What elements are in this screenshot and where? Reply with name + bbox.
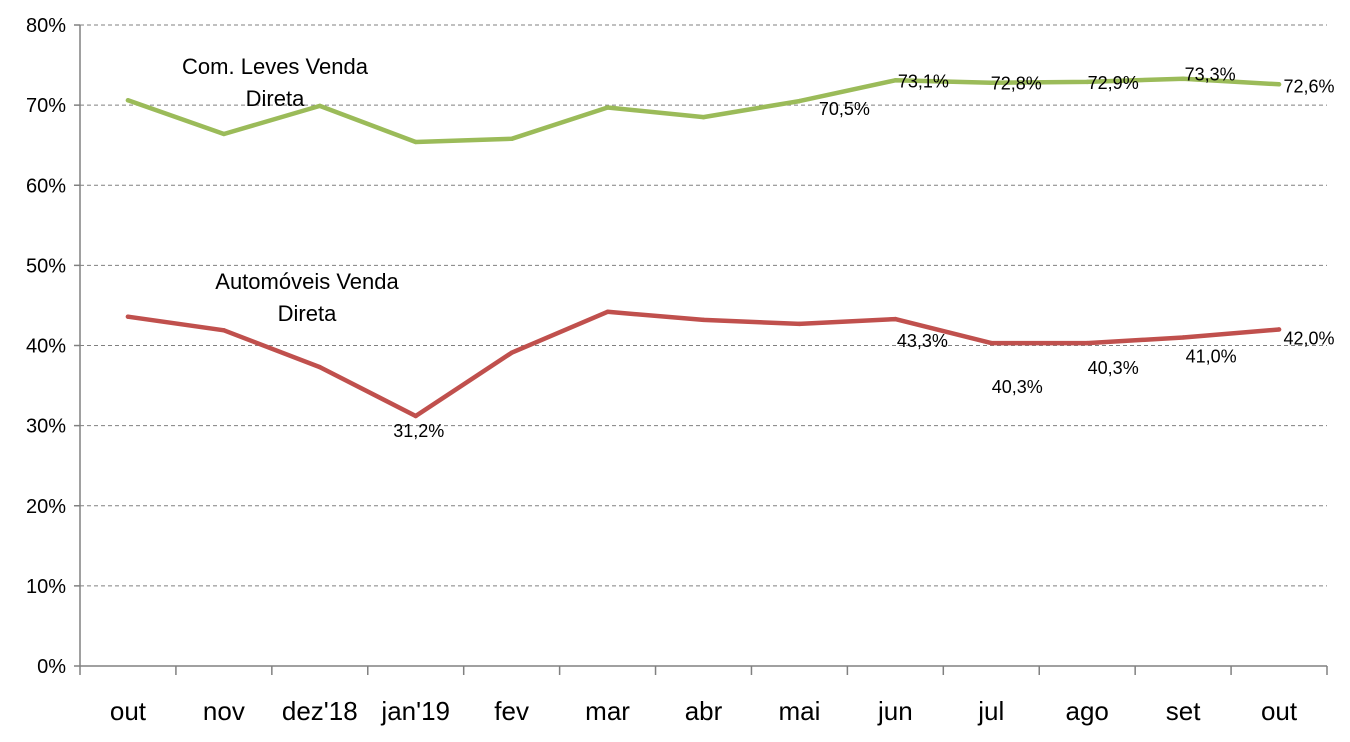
x-tick-label: nov: [203, 696, 245, 726]
data-label: 72,9%: [1088, 73, 1139, 93]
y-tick-label: 60%: [26, 175, 66, 197]
data-labels: 70,5% 73,1% 72,8% 72,9% 73,3% 72,6% 31,2% 43,3%…: [393, 65, 1334, 441]
data-label: 31,2%: [393, 421, 444, 441]
data-point: [125, 98, 131, 103]
x-tick-label: jan'19: [380, 696, 450, 726]
data-point: [221, 131, 227, 137]
data-point: [797, 321, 802, 327]
y-tick-label: 80%: [26, 15, 66, 37]
data-point: [989, 80, 994, 85]
data-point: [701, 114, 706, 120]
x-tick-label: mar: [585, 696, 630, 726]
data-label: 72,6%: [1284, 76, 1335, 96]
data-point: [413, 413, 418, 419]
x-tick-label: fev: [494, 696, 529, 726]
data-label: 41,0%: [1186, 346, 1237, 366]
axes: [74, 24, 1328, 675]
data-label: 42,0%: [1284, 328, 1335, 348]
data-label: 70,5%: [819, 99, 870, 119]
data-point: [605, 105, 610, 110]
data-point: [509, 136, 514, 141]
data-point: [797, 98, 802, 104]
data-label: 73,1%: [898, 71, 949, 91]
x-tick-label: dez'18: [282, 696, 358, 726]
y-tick-label: 50%: [26, 255, 66, 277]
x-tick-label: set: [1166, 696, 1201, 726]
series-name-label: Direta: [278, 301, 337, 326]
y-tick-label: 0%: [37, 656, 66, 678]
y-tick-label: 40%: [26, 336, 66, 358]
series-name-label: Automóveis Venda: [215, 269, 399, 294]
data-label: 73,3%: [1185, 65, 1236, 85]
series: [125, 76, 1282, 419]
x-tick-label: mai: [778, 696, 820, 726]
data-label: 43,3%: [897, 331, 948, 351]
data-label: 40,3%: [1088, 358, 1139, 378]
data-point: [1180, 76, 1186, 81]
x-tick-label: jun: [877, 696, 913, 726]
data-point: [893, 78, 898, 83]
data-point: [1276, 82, 1282, 87]
data-point: [413, 139, 418, 145]
x-tick-label: ago: [1065, 696, 1108, 726]
series-name-label: Com. Leves Venda: [182, 54, 369, 79]
gridlines: [80, 24, 1327, 587]
data-point: [1084, 79, 1090, 85]
data-point: [317, 103, 323, 109]
x-tick-label: out: [1261, 696, 1298, 726]
data-point: [221, 328, 227, 333]
data-point: [1180, 335, 1186, 340]
series-name-label: Direta: [246, 86, 305, 111]
data-point: [125, 314, 131, 319]
data-point: [1276, 327, 1282, 332]
y-axis-ticks: 0% 10% 20% 30% 40% 50% 60% 70% 80%: [26, 15, 66, 678]
data-point: [317, 364, 323, 370]
data-point: [893, 316, 898, 322]
y-tick-label: 10%: [26, 576, 66, 598]
x-tick-label: jul: [977, 696, 1004, 726]
data-point: [989, 340, 994, 346]
y-tick-label: 70%: [26, 95, 66, 117]
data-label: 72,8%: [991, 74, 1042, 94]
data-label: 40,3%: [992, 377, 1043, 397]
y-tick-label: 30%: [26, 416, 66, 438]
data-point: [1084, 340, 1090, 346]
y-tick-label: 20%: [26, 496, 66, 518]
data-point: [701, 317, 706, 323]
x-axis-ticks: out nov dez'18 jan'19 fev mar abr mai jun jul ago s…: [110, 696, 1298, 726]
data-point: [605, 309, 610, 315]
x-tick-label: out: [110, 696, 147, 726]
data-point: [509, 350, 514, 355]
series-names: Com. Leves Venda Direta Automóveis Venda Di…: [182, 54, 399, 326]
x-tick-label: abr: [685, 696, 723, 726]
